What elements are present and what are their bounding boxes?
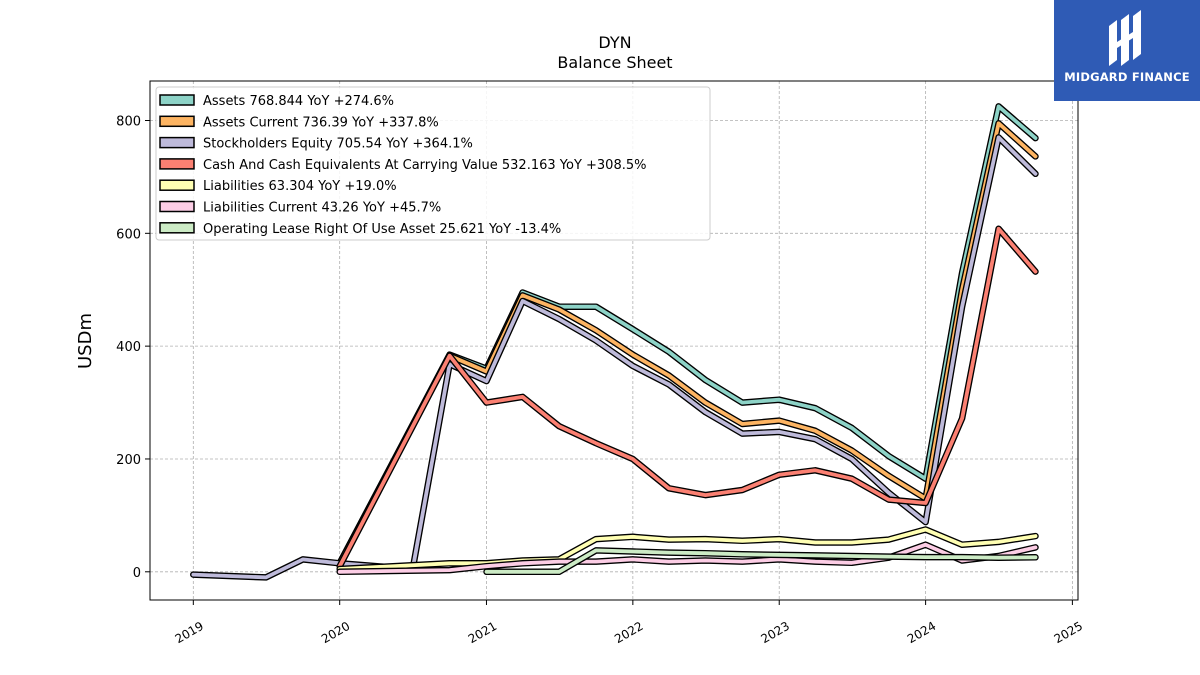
- legend-label: Cash And Cash Equivalents At Carrying Va…: [203, 158, 646, 173]
- legend-swatch: [159, 179, 195, 191]
- legend-label: Stockholders Equity 705.54 YoY +364.1%: [203, 137, 473, 152]
- legend-label: Operating Lease Right Of Use Asset 25.62…: [203, 222, 561, 237]
- logo-text: MIDGARD FINANCE: [1064, 70, 1190, 84]
- legend-label: Liabilities Current 43.26 YoY +45.7%: [203, 201, 441, 216]
- x-tick-label: 2020: [319, 619, 352, 646]
- y-tick-label: 0: [133, 566, 141, 581]
- legend-swatch: [159, 115, 195, 128]
- legend-swatch: [159, 94, 195, 106]
- chart-subtitle: Balance Sheet: [557, 53, 672, 72]
- x-tick-label: 2019: [173, 619, 206, 646]
- legend-item: Liabilities Current 43.26 YoY +45.7%: [159, 200, 441, 216]
- midgard-finance-logo: MIDGARD FINANCE: [1054, 0, 1200, 101]
- y-axis: 0 200 400 600 800: [116, 114, 150, 581]
- legend-box: [155, 86, 711, 241]
- series-3: [336, 225, 1039, 570]
- series-lines: [190, 103, 1039, 581]
- x-tick-label: 2023: [759, 619, 792, 646]
- legend-item: Assets 768.844 YoY +274.6%: [159, 94, 394, 109]
- series-6: [483, 547, 1039, 576]
- legend-swatch: [159, 136, 195, 149]
- legend-label: Assets Current 736.39 YoY +337.8%: [203, 115, 439, 130]
- chart-title: DYN: [598, 33, 631, 52]
- series-line: [337, 226, 1038, 569]
- x-axis: 2019 2020 2021 2022 2023 2024 2025: [173, 600, 1085, 646]
- legend-item: Cash And Cash Equivalents At Carrying Va…: [159, 158, 646, 173]
- series-5: [336, 541, 1039, 576]
- legend-item: Operating Lease Right Of Use Asset 25.62…: [159, 222, 561, 237]
- y-tick-label: 600: [116, 227, 141, 242]
- x-tick-label: 2021: [466, 619, 499, 646]
- series-line: [484, 548, 1038, 574]
- y-axis-label: USDm: [75, 313, 96, 369]
- legend-item: Stockholders Equity 705.54 YoY +364.1%: [159, 136, 473, 152]
- legend-label: Liabilities 63.304 YoY +19.0%: [203, 179, 397, 194]
- logo-mark-icon: [1109, 10, 1141, 66]
- x-tick-label: 2024: [905, 619, 938, 646]
- legend-swatch: [159, 200, 195, 213]
- legend-label: Assets 768.844 YoY +274.6%: [203, 94, 394, 109]
- y-tick-label: 200: [116, 453, 141, 468]
- y-tick-label: 800: [116, 114, 141, 129]
- plot-frame: [149, 80, 1079, 601]
- series-line: [337, 542, 1038, 574]
- legend: Assets 768.844 YoY +274.6% Assets Current…: [155, 86, 711, 241]
- legend-swatch: [159, 222, 195, 234]
- legend-swatch: [159, 158, 195, 170]
- legend-item: Liabilities 63.304 YoY +19.0%: [159, 179, 397, 194]
- legend-item: Assets Current 736.39 YoY +337.8%: [159, 115, 439, 130]
- y-tick-label: 400: [116, 340, 141, 355]
- x-tick-label: 2022: [612, 619, 645, 646]
- x-tick-label: 2025: [1052, 619, 1085, 646]
